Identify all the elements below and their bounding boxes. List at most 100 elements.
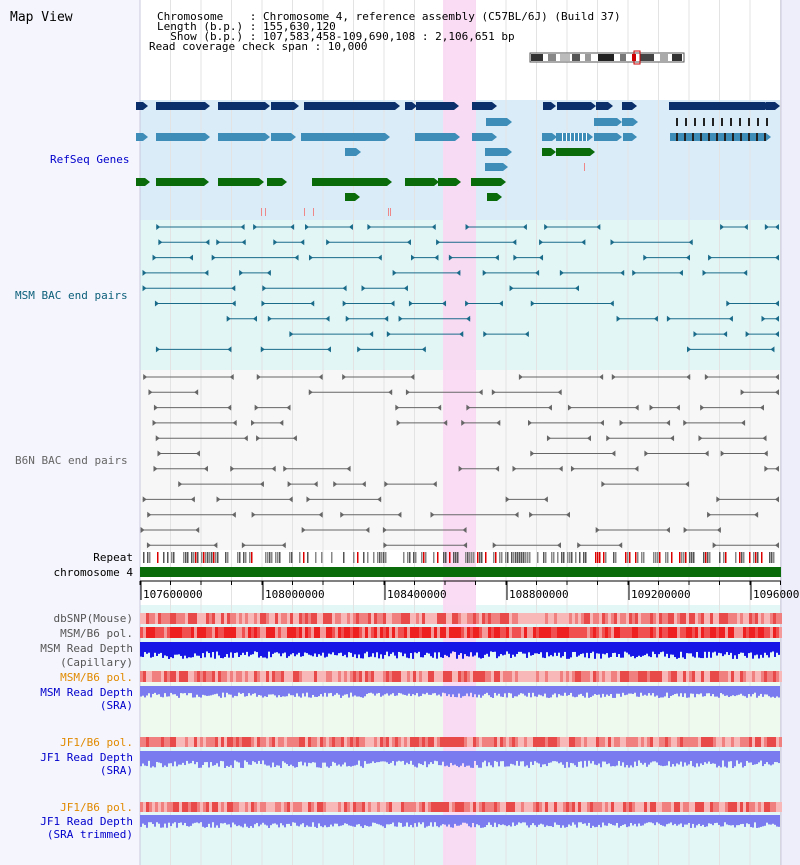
- heat-cell: [677, 613, 680, 624]
- depth-bar: [704, 686, 706, 697]
- depth-bar: [566, 686, 568, 696]
- depth-bar: [718, 642, 720, 653]
- heat-cell: [491, 671, 494, 682]
- heat-cell: [641, 802, 644, 812]
- heat-cell: [521, 627, 524, 638]
- b6n-bac-pair-end: [288, 496, 293, 503]
- b6n-bac-pair-end: [666, 419, 671, 426]
- heat-cell: [689, 802, 692, 812]
- heat-cell: [485, 627, 488, 638]
- heat-cell: [458, 613, 461, 624]
- heat-cell: [719, 627, 722, 638]
- b6n-bac-pair-end: [644, 450, 649, 457]
- track-label-b6n-bac[interactable]: B6N BAC end pairs: [15, 454, 128, 467]
- depth-bar: [488, 686, 490, 696]
- selection-highlight[interactable]: [443, 0, 476, 865]
- depth-bar: [232, 686, 234, 698]
- heat-cell: [545, 737, 548, 747]
- chromosome-bar[interactable]: [140, 567, 781, 577]
- depth-bar: [480, 642, 482, 659]
- depth-bar: [264, 751, 266, 765]
- exon-tick: [685, 118, 687, 126]
- heat-cell: [413, 802, 416, 812]
- msm-bac-pair-end: [442, 300, 447, 307]
- msm-bac-track[interactable]: [142, 224, 779, 353]
- heat-cell: [386, 802, 389, 812]
- depth-bar: [694, 751, 696, 768]
- depth-bar: [634, 751, 636, 762]
- depth-bar: [680, 686, 682, 694]
- heat-cell: [542, 627, 545, 638]
- heat-cell: [299, 627, 302, 638]
- gene-arrow: [204, 178, 209, 186]
- depth-bar: [772, 751, 774, 765]
- msm-bac-pair-end: [775, 254, 779, 261]
- heat-cell: [392, 671, 395, 682]
- depth-bar: [392, 751, 394, 762]
- depth-bar: [658, 642, 660, 655]
- depth-bar: [428, 815, 430, 826]
- repeat-segment: [769, 552, 771, 563]
- depth-bar: [144, 751, 146, 766]
- heat-cell: [407, 737, 410, 747]
- depth-bar: [732, 751, 734, 768]
- repeat-track[interactable]: [143, 552, 775, 563]
- refseq-genes-track[interactable]: [136, 102, 780, 216]
- heat-cell: [368, 802, 371, 812]
- heat-cell: [608, 671, 611, 682]
- depth-bar: [244, 815, 246, 824]
- depth-bar: [150, 686, 152, 698]
- heat-cell: [152, 613, 155, 624]
- depth-bar: [442, 815, 444, 825]
- heat-cell: [467, 802, 470, 812]
- heat-cell: [653, 613, 656, 624]
- depth-bar: [560, 815, 562, 828]
- depth-bar: [396, 815, 398, 827]
- heat-cell: [278, 627, 281, 638]
- track-label-msm-bac[interactable]: MSM BAC end pairs: [15, 289, 128, 302]
- heat-cell: [371, 671, 374, 682]
- heat-cell: [686, 737, 689, 747]
- depth-bar: [484, 686, 486, 694]
- heat-cell: [347, 802, 350, 812]
- depth-bar: [160, 642, 162, 653]
- heat-cell: [461, 671, 464, 682]
- heat-cell: [488, 802, 491, 812]
- depth-bar: [532, 686, 534, 693]
- depth-bar: [584, 751, 586, 761]
- depth-bar: [478, 686, 480, 695]
- depth-bar: [684, 686, 686, 694]
- heat-cell: [731, 613, 734, 624]
- repeat-segment: [315, 552, 317, 563]
- depth-bar: [516, 751, 518, 761]
- heat-cell: [455, 671, 458, 682]
- track-label-refseq[interactable]: RefSeq Genes: [50, 153, 130, 166]
- msm-bac-pair-end: [775, 315, 779, 322]
- heat-cell: [350, 802, 353, 812]
- depth-bar: [174, 751, 176, 762]
- depth-bar: [418, 751, 420, 764]
- depth-bar: [572, 686, 574, 697]
- chromosome-ideogram[interactable]: [529, 50, 685, 65]
- depth-bar: [188, 751, 190, 764]
- b6n-bac-pair-end: [140, 527, 145, 533]
- depth-bar: [536, 815, 538, 827]
- msm-bac-pair-end: [513, 254, 518, 261]
- b6n-bac-pair-end: [281, 542, 286, 549]
- b6n-bac-track[interactable]: [140, 374, 779, 549]
- msm-bac-pair-end: [688, 239, 693, 246]
- heat-cell: [701, 737, 704, 747]
- repeat-segment: [585, 552, 587, 563]
- depth-bar: [648, 751, 650, 765]
- depth-bar: [696, 815, 698, 826]
- heat-cell: [275, 802, 278, 812]
- heat-cell: [386, 627, 389, 638]
- gene-feature: [557, 102, 591, 110]
- heat-cell: [740, 737, 743, 747]
- heat-cell: [155, 737, 158, 747]
- heat-cell: [485, 671, 488, 682]
- repeat-segment: [449, 552, 451, 563]
- repeat-segment: [457, 552, 459, 563]
- depth-bar: [464, 642, 466, 655]
- depth-bar: [710, 686, 712, 697]
